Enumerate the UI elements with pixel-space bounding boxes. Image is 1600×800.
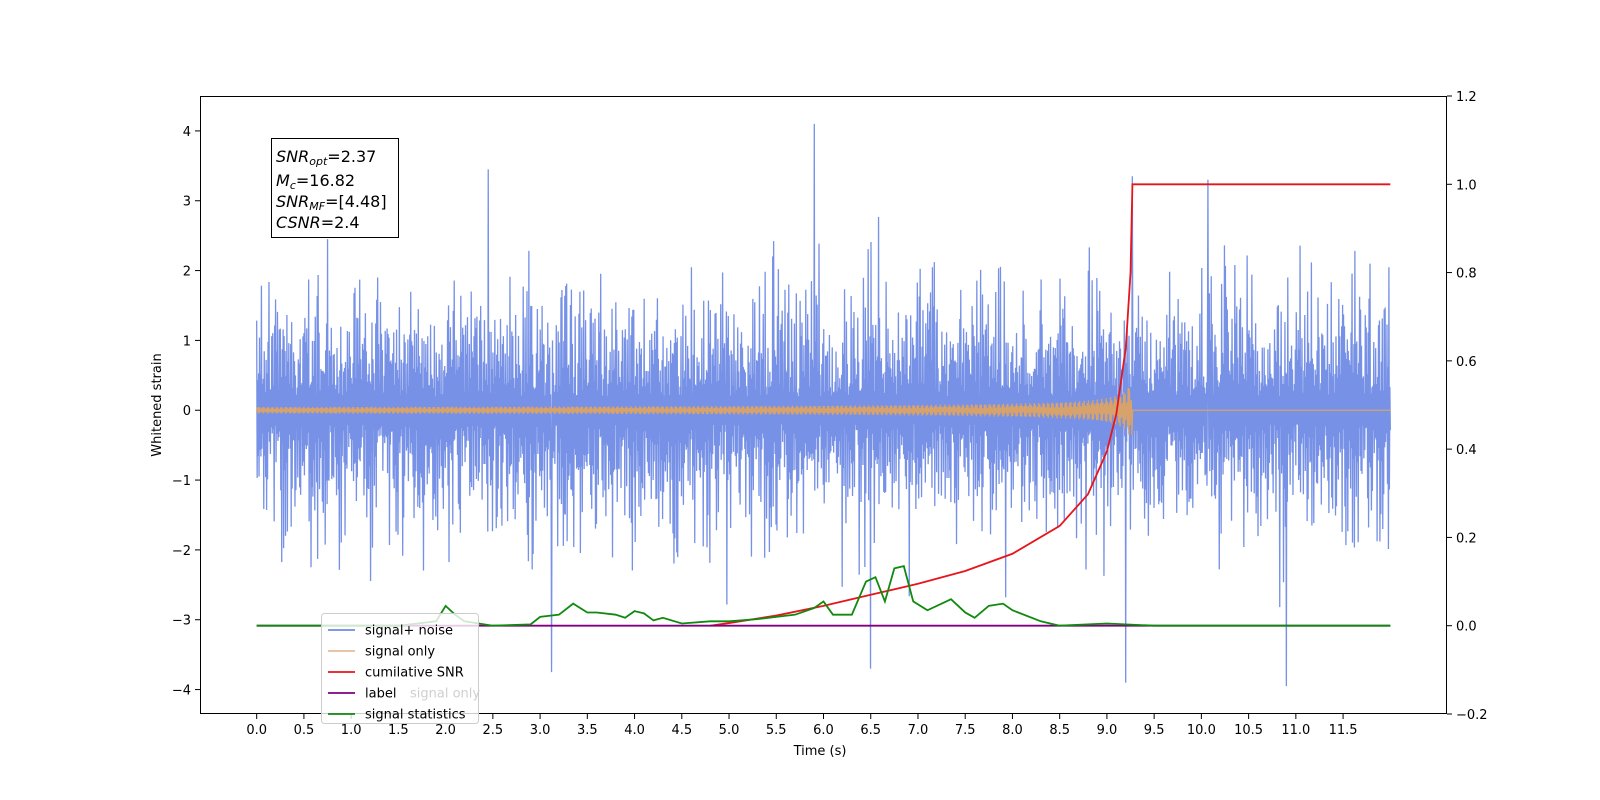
series-cumulative-snr-line (710, 183, 1391, 627)
info-box-frame (271, 138, 399, 238)
x-tick-label: 0.5 (294, 723, 315, 738)
x-axis: 0.0 0.5 1.0 1.5 2.0 2.5 3.0 3.5 4.0 4.5 5.0 5.5 6.0 6… (246, 714, 1358, 738)
x-tick-label: 4.0 (624, 723, 645, 738)
y-axis-left: 4 3 2 1 0 −1 −2 −3 −4 (172, 125, 200, 699)
y-left-tick-label: 2 (183, 265, 191, 280)
y-right-tick-label: 0.6 (1456, 355, 1477, 370)
x-tick-label: 0.0 (246, 723, 267, 738)
y-left-tick-label: −1 (172, 474, 191, 489)
y-axis-right: 1.2 1.0 0.8 0.6 0.4 0.2 0.0 −0.2 (1447, 90, 1488, 723)
info-chirp-mass: Mc=16.82 (276, 171, 355, 192)
legend: signal+ noise signal only cumilative SNR la… (321, 613, 480, 724)
plot-frame (200, 96, 1447, 714)
y-right-tick-label: 1.0 (1456, 178, 1477, 193)
y-left-tick-label: −4 (172, 684, 191, 699)
info-csnr: CSNR=2.4 (276, 213, 360, 232)
x-tick-label: 9.5 (1144, 723, 1165, 738)
legend-ghost-label: signal only (410, 687, 480, 702)
x-tick-label: 5.0 (719, 723, 740, 738)
y-axis-label-left: Whitened strain (150, 353, 165, 456)
legend-label: signal+ noise (365, 624, 453, 639)
x-tick-label: 6.5 (860, 723, 881, 738)
legend-label: cumilative SNR (365, 666, 464, 681)
x-tick-label: 2.5 (483, 723, 504, 738)
y-left-tick-label: 1 (183, 334, 191, 349)
x-tick-label: 8.5 (1049, 723, 1070, 738)
series-signal-statistics-line (256, 565, 1391, 627)
legend-frame (321, 613, 479, 724)
x-tick-label: 11.5 (1329, 723, 1358, 738)
x-tick-label: 7.0 (908, 723, 929, 738)
y-left-tick-label: −3 (172, 614, 191, 629)
y-right-tick-label: 0.8 (1456, 267, 1477, 282)
x-tick-label: 8.0 (1002, 723, 1023, 738)
x-tick-label: 4.5 (671, 723, 692, 738)
x-tick-label: 2.0 (435, 723, 456, 738)
info-box: SNRopt=2.37 Mc=16.82 SNRMF=[4.48] CSNR=2… (271, 138, 399, 238)
legend-label: label (365, 687, 396, 702)
x-tick-label: 10.5 (1234, 723, 1263, 738)
x-tick-label: 5.5 (766, 723, 787, 738)
legend-label: signal only (365, 645, 435, 660)
x-tick-label: 7.5 (955, 723, 976, 738)
x-tick-label: 3.0 (530, 723, 551, 738)
y-right-tick-label: −0.2 (1456, 708, 1488, 723)
y-left-tick-label: 0 (183, 404, 191, 419)
y-left-tick-label: −2 (172, 544, 191, 559)
y-right-tick-label: 0.4 (1456, 443, 1477, 458)
series-signal-only-line (256, 387, 1391, 435)
x-tick-label: 3.5 (577, 723, 598, 738)
y-right-tick-label: 1.2 (1456, 90, 1477, 105)
x-tick-label: 10.0 (1187, 723, 1216, 738)
x-tick-label: 1.0 (341, 723, 362, 738)
y-right-tick-label: 0.2 (1456, 531, 1477, 546)
x-tick-label: 11.0 (1281, 723, 1310, 738)
y-right-tick-label: 0.0 (1456, 620, 1477, 635)
x-tick-label: 6.0 (813, 723, 834, 738)
x-axis-label: Time (s) (793, 744, 847, 759)
x-tick-label: 1.5 (388, 723, 409, 738)
legend-label: signal statistics (365, 708, 466, 723)
y-left-tick-label: 4 (183, 125, 191, 140)
info-snr-opt: SNRopt=2.37 (276, 147, 376, 168)
x-tick-label: 9.0 (1097, 723, 1118, 738)
info-snr-mf: SNRMF=[4.48] (276, 192, 387, 213)
y-left-tick-label: 3 (183, 195, 191, 210)
